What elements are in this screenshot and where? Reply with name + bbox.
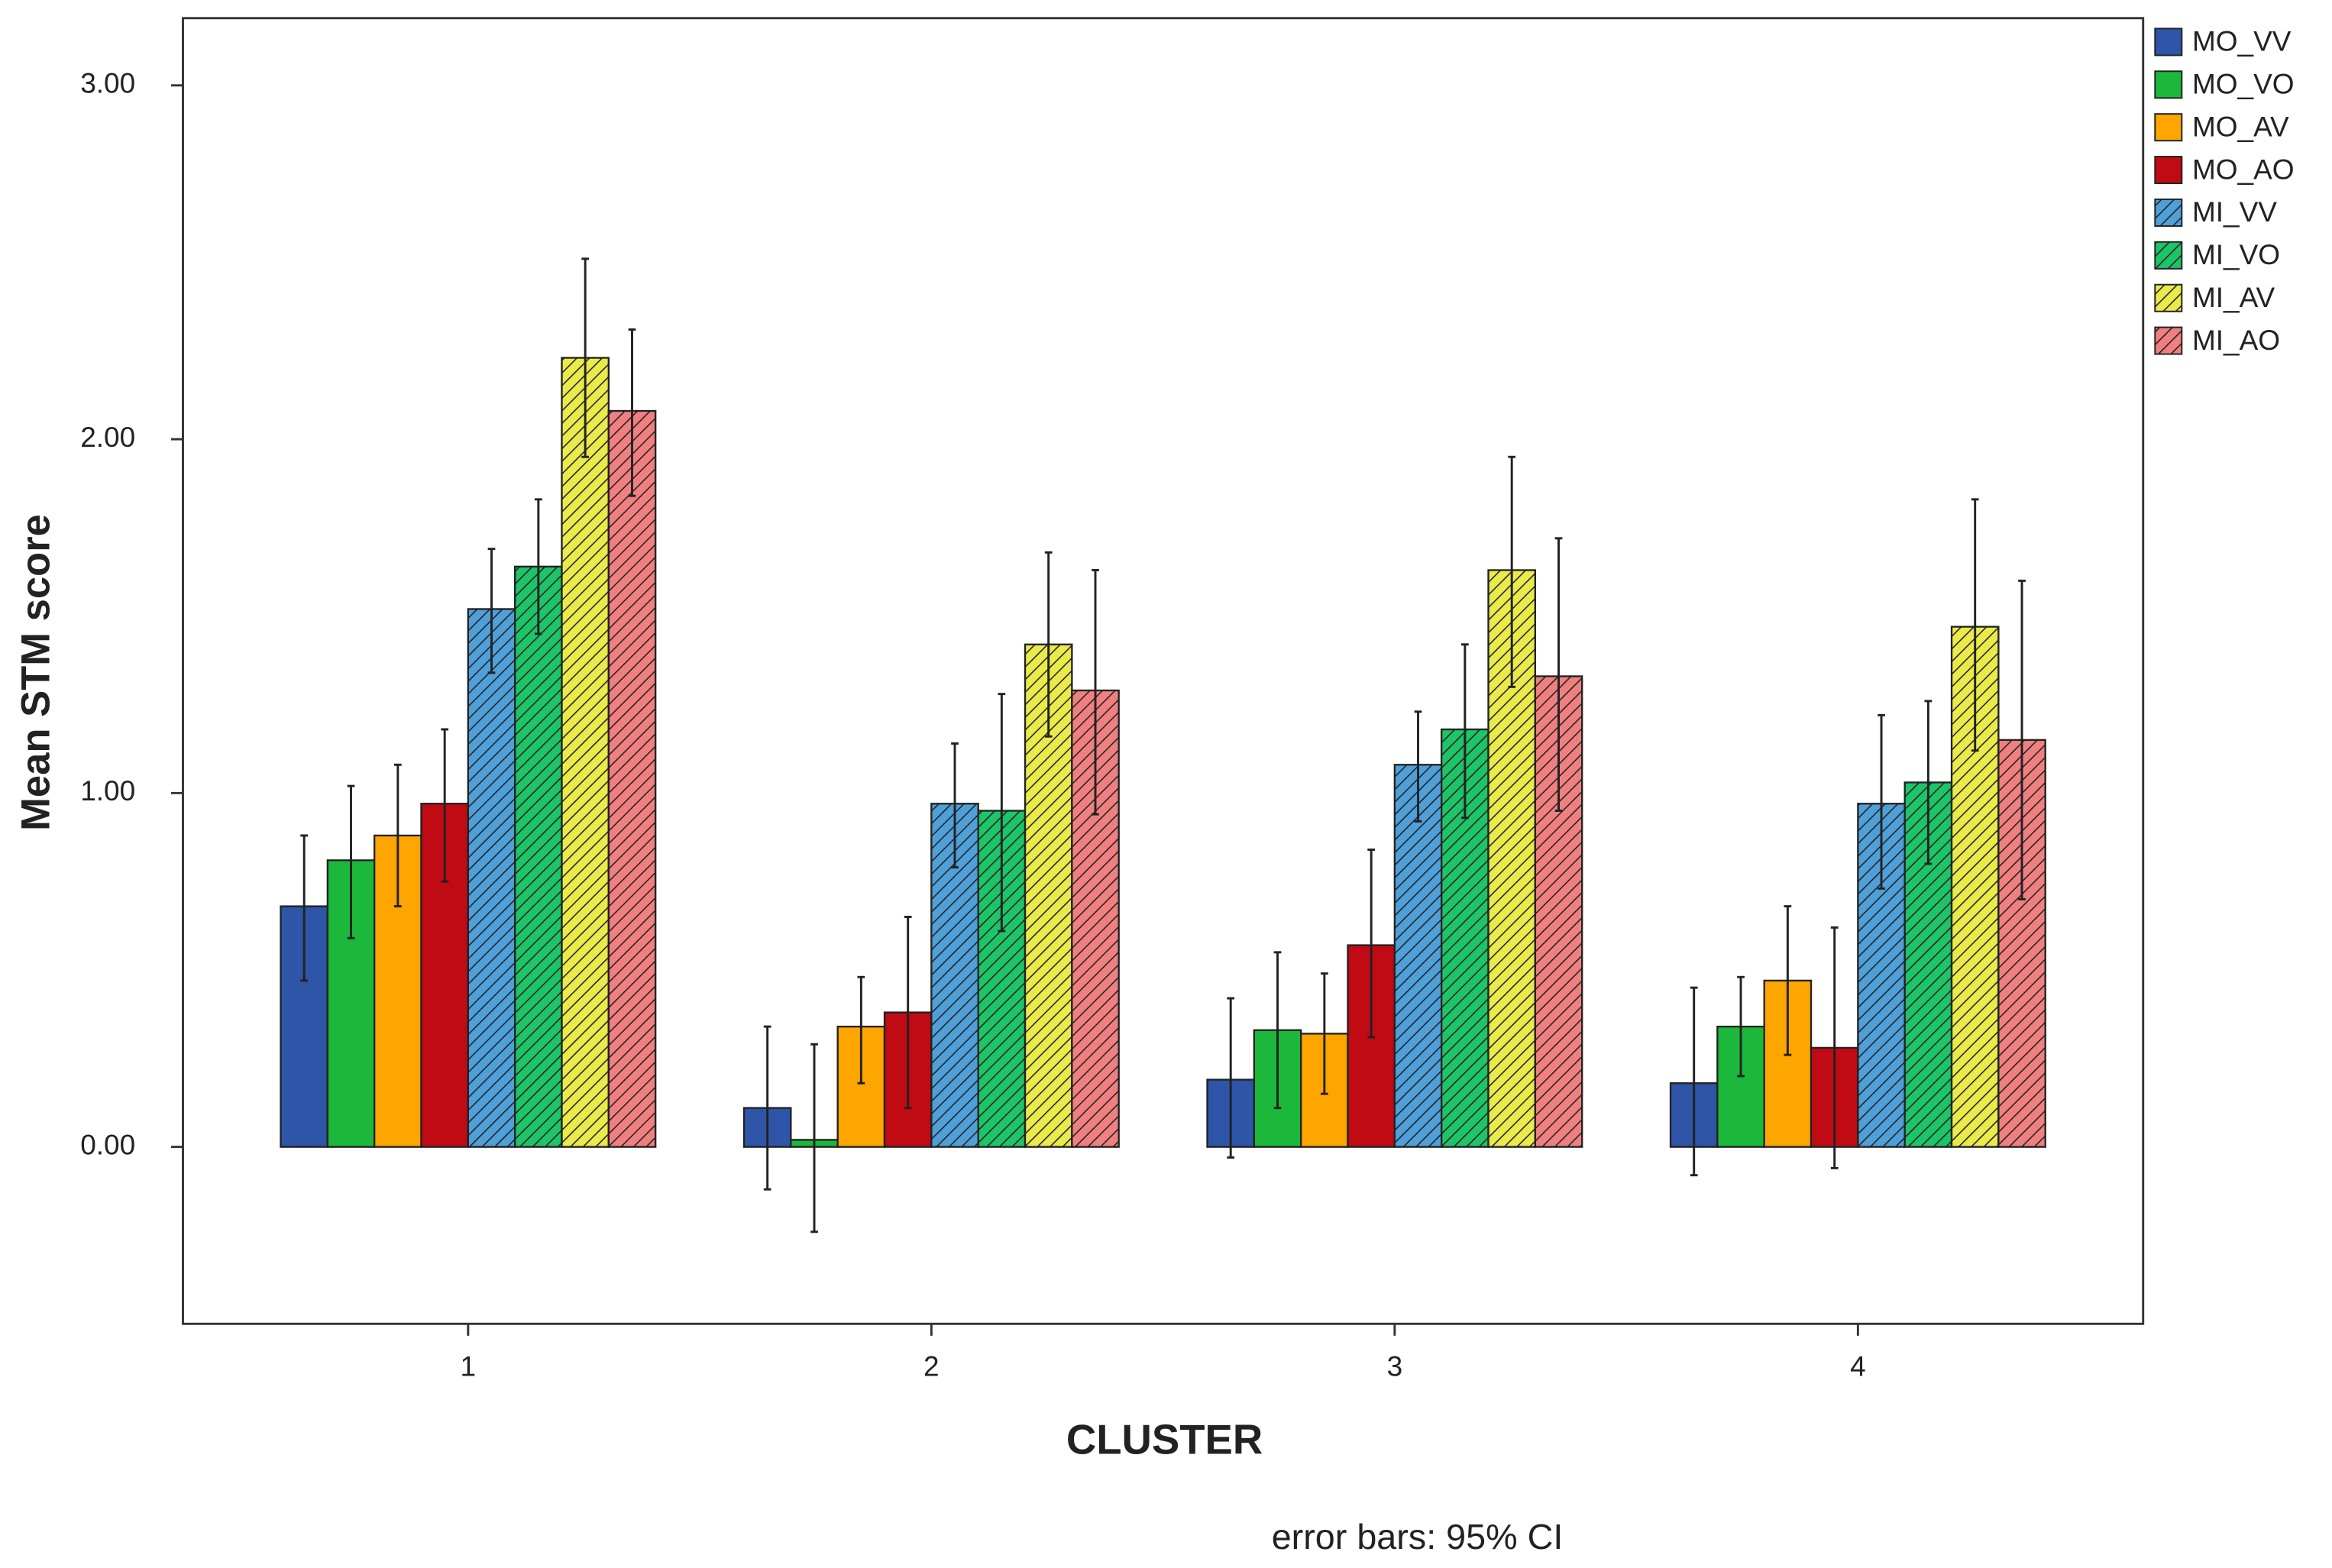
error-bar [904,916,912,1110]
x-tick-label: 3 [1387,1350,1403,1382]
error-bar [1737,975,1745,1078]
legend-swatch [2154,156,2183,185]
legend-label: MO_AO [2192,154,2295,185]
error-bar [1690,986,1698,1177]
legend-swatch [2154,326,2183,355]
error-bar [1878,713,1885,890]
error-bar [1554,537,1563,812]
error-bar [998,693,1006,933]
x-tick-label: 1 [461,1350,477,1382]
legend-swatch [2154,198,2183,227]
error-bar [1367,849,1376,1039]
error-bar [1320,972,1328,1095]
note: error bars: 95% CI [1272,1517,1564,1557]
plot-frame [182,17,2145,1325]
legend-swatch [2154,113,2183,142]
error-bar [581,257,590,458]
error-bar [1414,710,1422,823]
error-bar [534,498,542,635]
x-tick-label: 4 [1850,1350,1866,1382]
legend-label: MI_VV [2192,196,2277,228]
error-bar [2018,579,2026,900]
error-bar [300,834,309,982]
error-bar [347,784,355,939]
legend-label: MO_VO [2192,69,2295,100]
bar [607,409,657,1148]
bar [1763,979,1813,1148]
x-axis-title: CLUSTER [1066,1416,1263,1463]
y-tick-label: 0.00 [80,1129,135,1160]
legend-swatch [2154,27,2183,57]
legend-swatch [2154,70,2183,99]
error-bar [628,328,636,497]
error-bar [1784,905,1792,1056]
error-bar [1227,997,1235,1159]
error-bar [810,1043,818,1233]
bar [467,608,516,1148]
error-bar [857,975,865,1085]
legend-label: MO_AV [2192,111,2289,142]
error-bar [1044,551,1053,738]
x-tick-label: 2 [923,1350,940,1382]
error-bar [441,728,449,883]
error-bar [763,1025,771,1191]
bar [561,357,610,1148]
error-bar [393,763,402,908]
legend-label: MI_AO [2192,325,2280,356]
legend-label: MI_AV [2192,282,2275,313]
error-bar [1830,926,1839,1169]
error-bar [1508,455,1516,688]
y-tick-label: 3.00 [80,68,135,99]
legend-swatch [2154,241,2183,270]
bar [514,565,563,1148]
legend-swatch [2154,283,2183,312]
y-axis-title: Mean STM score [14,514,59,831]
error-bar [1460,643,1469,820]
error-bar [1971,498,1979,752]
error-bar [487,548,496,674]
error-bar [1924,700,1933,865]
y-tick-label: 2.00 [80,422,135,453]
error-bar [1092,569,1099,816]
y-tick-label: 1.00 [80,775,135,807]
legend-label: MI_VO [2192,239,2280,270]
legend-label: MO_VV [2192,26,2292,57]
error-bar [951,742,959,869]
error-bar [1273,951,1282,1110]
